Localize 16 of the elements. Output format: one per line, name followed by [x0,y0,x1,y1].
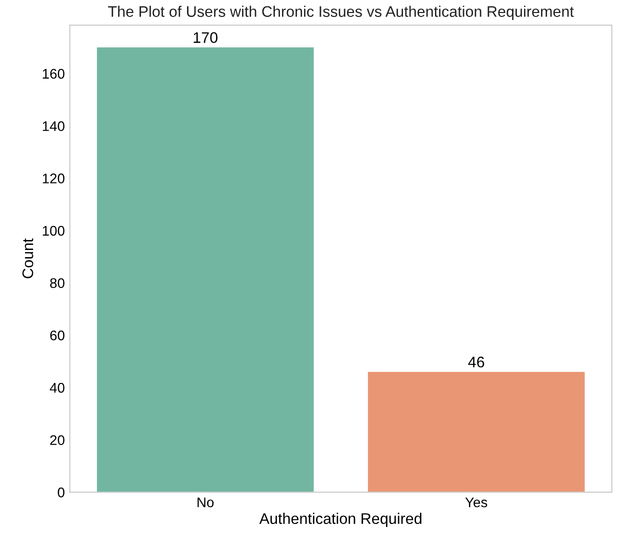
y-tick-label: 140 [42,121,64,132]
chart-title: The Plot of Users with Chronic Issues vs Authentication Requirement [108,6,574,20]
y-tick-label: 120 [42,174,64,184]
y-tick-label: 80 [50,278,64,288]
y-tick-label: 100 [42,226,64,236]
y-tick-label: 20 [50,435,64,446]
y-axis-title: Count [22,238,34,278]
y-tick-label: 40 [50,382,64,393]
x-axis-title: Authentication Required [259,512,422,528]
y-tick-label: 0 [58,488,64,498]
y-tick-label: 160 [42,68,64,79]
y-tick-label: 60 [50,330,64,340]
data-label: 46 [468,356,484,368]
data-label: 170 [194,32,218,43]
x-tick-label: Yes [465,498,488,508]
x-tick-label: No [198,498,214,508]
